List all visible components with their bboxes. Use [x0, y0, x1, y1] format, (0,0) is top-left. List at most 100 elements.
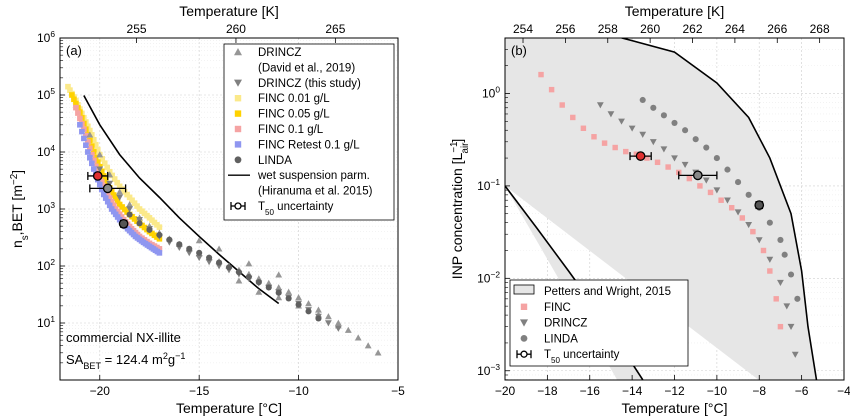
data-point	[146, 226, 153, 233]
data-point	[75, 110, 81, 116]
panel-b-y-axis-title: INP concentration [L−1air]	[449, 139, 471, 280]
y-tick-label: 105	[37, 86, 55, 102]
t50-marker	[635, 151, 646, 161]
legend-marker	[234, 48, 242, 56]
data-point	[364, 342, 372, 349]
data-point	[601, 140, 608, 146]
data-point	[295, 301, 302, 308]
data-point	[580, 125, 587, 132]
data-point	[215, 245, 223, 252]
legend-label: DRINCZ	[258, 47, 301, 59]
data-point	[136, 216, 143, 224]
data-point	[109, 172, 115, 179]
data-point	[325, 313, 332, 320]
legend-label: FINC Retest 0.1 g/L	[258, 139, 360, 151]
data-point	[73, 100, 79, 107]
series-t50-uncertainty	[87, 171, 129, 229]
x-tick-label: −10	[288, 384, 309, 398]
x-tick-label: −15	[189, 384, 210, 398]
data-point	[354, 334, 362, 341]
data-point	[106, 202, 113, 209]
data-point	[374, 349, 382, 356]
data-point	[777, 279, 784, 286]
data-point	[96, 166, 104, 173]
data-point	[665, 164, 671, 170]
data-point	[114, 198, 121, 205]
data-point	[91, 166, 97, 172]
data-point	[766, 219, 773, 226]
y-tick-label: 103	[37, 200, 55, 216]
data-point	[777, 323, 784, 330]
top-tick-label: 264	[725, 22, 745, 36]
data-point	[728, 205, 735, 211]
data-point	[713, 155, 720, 162]
data-point	[285, 295, 292, 302]
data-point	[773, 296, 779, 302]
x-tick-label: −4	[837, 384, 850, 398]
t50-marker	[692, 170, 703, 181]
data-point	[87, 127, 93, 134]
data-point	[255, 288, 263, 295]
top-tick-label: 266	[767, 22, 787, 36]
legend-marker	[520, 335, 528, 342]
data-point	[623, 148, 629, 155]
panel-a-series	[65, 83, 382, 356]
legend-label: LINDA	[544, 333, 578, 345]
data-point	[315, 306, 322, 313]
top-tick-label: 265	[325, 22, 345, 36]
data-point	[275, 294, 283, 301]
data-point	[91, 136, 97, 143]
data-point	[591, 134, 597, 140]
series-line	[83, 95, 280, 305]
y-tick-label: 10−2	[477, 269, 500, 285]
data-point	[98, 168, 105, 175]
legend-label: LINDA	[258, 155, 292, 167]
data-point	[106, 195, 113, 201]
data-point	[639, 131, 647, 138]
data-point	[618, 118, 625, 125]
data-point	[707, 189, 714, 196]
panel-b-label: (b)	[511, 43, 527, 58]
data-point	[104, 164, 111, 171]
data-point	[325, 320, 332, 327]
data-point	[110, 192, 117, 198]
data-point	[265, 279, 273, 286]
legend-marker	[234, 110, 242, 117]
data-point	[245, 273, 252, 281]
panel-a-legend: DRINCZ (David et al., 2019) DRINCZ (this s…	[223, 43, 395, 221]
data-point	[607, 111, 615, 118]
data-point	[129, 197, 135, 204]
x-tick-label: −5	[391, 384, 405, 398]
data-point	[111, 176, 118, 182]
panel-a-annotation-surface-area: SABET = 124.4 m2g−1	[66, 351, 186, 371]
data-point	[89, 160, 95, 167]
data-point	[703, 144, 710, 151]
data-point	[91, 157, 97, 164]
data-point	[791, 351, 799, 358]
top-tick-label: 255	[127, 22, 147, 36]
data-point	[735, 179, 742, 186]
legend-marker	[520, 303, 528, 310]
data-point	[116, 194, 124, 201]
data-point	[104, 198, 111, 205]
data-point	[750, 228, 756, 235]
x-tick-label: −14	[622, 384, 643, 398]
data-point	[102, 195, 109, 201]
data-point	[112, 195, 119, 201]
data-point	[71, 96, 77, 103]
legend-label: FINC	[544, 302, 571, 314]
x-tick-label: −20	[495, 384, 516, 398]
data-point	[255, 279, 262, 286]
legend-marker	[234, 95, 242, 102]
t50-marker	[118, 218, 129, 229]
data-point	[275, 271, 283, 278]
data-point	[559, 102, 565, 108]
x-tick-label: −10	[707, 384, 728, 398]
envelope-upper-line	[621, 38, 818, 380]
data-point	[697, 183, 703, 189]
data-point	[734, 209, 742, 216]
panel-b-legend: Petters and Wright, 2015 FINC DRINCZ LINDA T…	[509, 279, 689, 367]
legend-patch-swatch	[513, 284, 535, 295]
data-point	[644, 155, 650, 161]
data-point	[108, 198, 115, 205]
